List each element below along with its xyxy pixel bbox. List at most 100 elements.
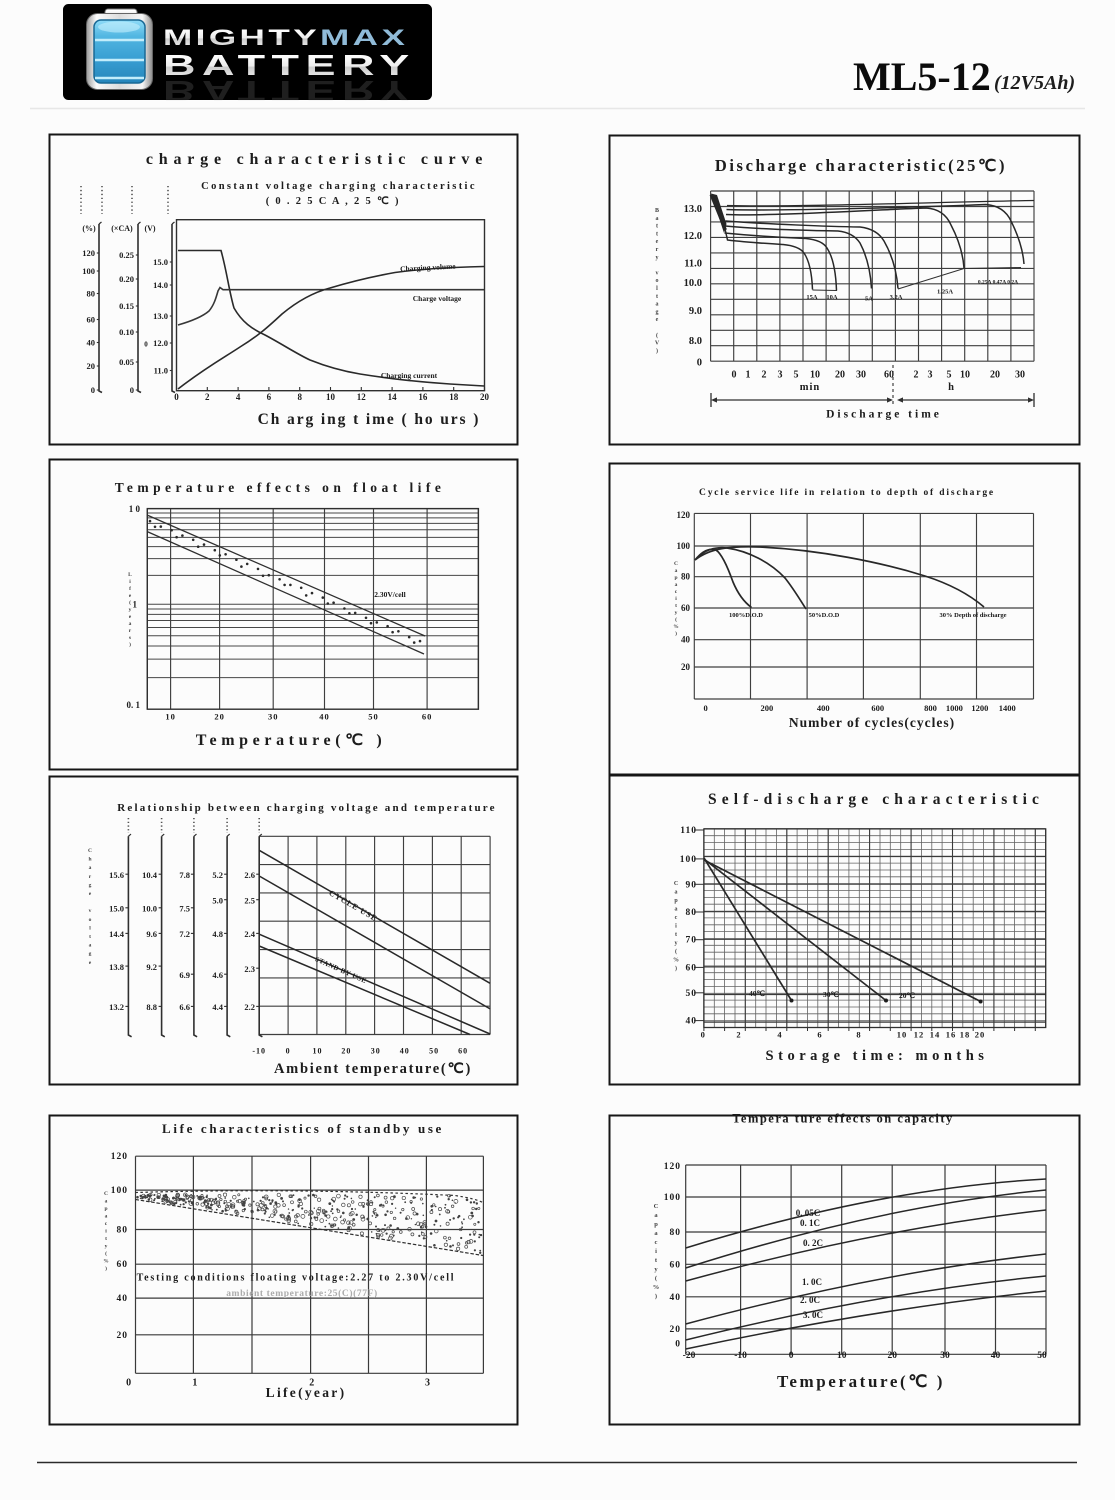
svg-text:40: 40 <box>117 1294 129 1304</box>
svg-text:10: 10 <box>810 370 820 381</box>
svg-text:20: 20 <box>681 662 691 672</box>
svg-text:3: 3 <box>778 370 783 381</box>
svg-text:6.9: 6.9 <box>179 970 190 980</box>
svg-text:10: 10 <box>897 1030 908 1040</box>
svg-text:Tempera ture effects on capaci: Tempera ture effects on capacity <box>732 1112 954 1126</box>
svg-text:0. 1C: 0. 1C <box>800 1218 820 1228</box>
svg-text:8: 8 <box>297 392 302 402</box>
svg-text:(%): (%) <box>82 224 96 233</box>
svg-text:9.6: 9.6 <box>146 929 157 939</box>
svg-text:50: 50 <box>686 989 698 999</box>
svg-text:0.20: 0.20 <box>119 274 134 284</box>
svg-text:100%D.O.D: 100%D.O.D <box>729 612 763 619</box>
svg-text:6.6: 6.6 <box>179 1002 190 1012</box>
svg-text:CYCLE USE: CYCLE USE <box>327 888 379 923</box>
svg-text:5: 5 <box>947 370 952 381</box>
svg-text:Discharge characteristic(25℃): Discharge characteristic(25℃) <box>715 156 1007 175</box>
svg-text:1. 0C: 1. 0C <box>802 1277 822 1287</box>
svg-text:Storage time: months: Storage time: months <box>766 1048 989 1064</box>
svg-text:20: 20 <box>670 1325 682 1335</box>
svg-text:20: 20 <box>480 392 490 402</box>
svg-text:13.2: 13.2 <box>109 1002 124 1012</box>
svg-text:600: 600 <box>871 703 884 713</box>
svg-text:60: 60 <box>884 370 894 381</box>
svg-text:2: 2 <box>914 370 919 381</box>
svg-text:10: 10 <box>165 712 176 722</box>
svg-text:10: 10 <box>326 392 336 402</box>
svg-text:10.0: 10.0 <box>684 278 702 289</box>
svg-text:0.15: 0.15 <box>119 301 134 311</box>
svg-text:Discharge time: Discharge time <box>826 409 942 421</box>
svg-text:200: 200 <box>761 703 774 713</box>
svg-text:14: 14 <box>388 392 398 402</box>
svg-text:40: 40 <box>991 1351 1001 1361</box>
svg-text:1: 1 <box>192 1378 197 1389</box>
svg-text:40: 40 <box>400 1047 410 1056</box>
svg-text:4: 4 <box>236 392 241 402</box>
svg-text:2. 0C: 2. 0C <box>800 1295 820 1305</box>
svg-text:Life characteristics of standb: Life characteristics of standby use <box>162 1121 444 1136</box>
svg-text:120: 120 <box>677 510 691 520</box>
svg-text:0.05: 0.05 <box>119 357 134 367</box>
svg-text:0: 0 <box>703 703 707 713</box>
svg-text:0. 2C: 0. 2C <box>803 1238 823 1248</box>
svg-text:11.0: 11.0 <box>684 259 702 270</box>
svg-text:2: 2 <box>736 1030 741 1040</box>
svg-text:13.0: 13.0 <box>684 204 702 215</box>
svg-text:charge characteristic curve: charge characteristic curve <box>146 151 488 168</box>
svg-text:800: 800 <box>924 703 937 713</box>
svg-text:12.0: 12.0 <box>684 231 702 242</box>
svg-text:50: 50 <box>429 1047 439 1056</box>
svg-text:60: 60 <box>422 712 433 722</box>
svg-text:0: 0 <box>286 1047 291 1056</box>
svg-text:120: 120 <box>111 1152 128 1162</box>
svg-text:4.6: 4.6 <box>212 970 223 980</box>
svg-text:2: 2 <box>762 370 767 381</box>
svg-text:2: 2 <box>309 1378 314 1389</box>
svg-text:30: 30 <box>940 1351 950 1361</box>
svg-text:3.2A: 3.2A <box>890 294 903 301</box>
svg-text:ambient temperature:25(C)(77F): ambient temperature:25(C)(77F) <box>226 1288 378 1299</box>
svg-text:1: 1 <box>133 600 138 610</box>
svg-text:30% Depth of discharge: 30% Depth of discharge <box>940 612 1007 619</box>
svg-text:1.25A: 1.25A <box>937 289 953 296</box>
svg-text:(×CA): (×CA) <box>111 224 133 233</box>
svg-text:15A: 15A <box>806 294 818 301</box>
svg-text:1400: 1400 <box>999 703 1016 713</box>
svg-text:20: 20 <box>975 1030 986 1040</box>
svg-text:100: 100 <box>680 855 697 865</box>
svg-text:1 0: 1 0 <box>129 504 141 514</box>
svg-text:80: 80 <box>670 1228 682 1238</box>
svg-text:80: 80 <box>87 288 96 298</box>
svg-text:Temperature(℃ ): Temperature(℃ ) <box>196 732 387 749</box>
svg-text:0: 0 <box>126 1378 131 1389</box>
svg-text:40: 40 <box>670 1293 682 1303</box>
svg-text:-20: -20 <box>683 1351 696 1361</box>
svg-text:100: 100 <box>111 1186 128 1196</box>
svg-text:0. 05C: 0. 05C <box>796 1208 821 1218</box>
svg-text:Constant voltage charging char: Constant voltage charging characteristic <box>201 181 477 192</box>
svg-text:40: 40 <box>319 712 330 722</box>
svg-text:3: 3 <box>928 370 933 381</box>
svg-text:h: h <box>948 382 954 393</box>
svg-text:4.4: 4.4 <box>212 1002 223 1012</box>
svg-text:10.4: 10.4 <box>142 870 158 880</box>
svg-text:13.0: 13.0 <box>153 311 168 321</box>
svg-text:Charging current: Charging current <box>381 371 438 380</box>
svg-text:10.0: 10.0 <box>142 904 157 914</box>
svg-text:14.0: 14.0 <box>153 280 168 290</box>
svg-text:Testing conditions floating vo: Testing conditions floating voltage:2.27… <box>137 1273 456 1284</box>
svg-text:30: 30 <box>856 370 866 381</box>
svg-text:20℃: 20℃ <box>899 991 916 1000</box>
svg-text:15.6: 15.6 <box>109 870 124 880</box>
svg-text:60: 60 <box>686 963 698 973</box>
svg-text:Number of cycles(cycles): Number of cycles(cycles) <box>789 715 955 730</box>
svg-text:20: 20 <box>887 1351 897 1361</box>
svg-text:Charge voltage: Charge voltage <box>88 848 92 966</box>
svg-text:20: 20 <box>341 1047 351 1056</box>
svg-text:30: 30 <box>268 712 279 722</box>
svg-text:14.4: 14.4 <box>109 929 125 939</box>
svg-text:20: 20 <box>214 712 225 722</box>
svg-text:-10: -10 <box>734 1351 747 1361</box>
